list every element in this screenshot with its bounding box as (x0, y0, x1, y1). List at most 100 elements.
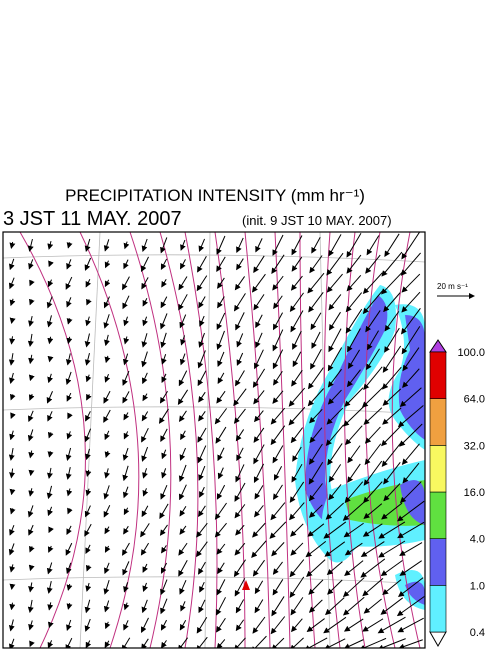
wind-arrow (104, 373, 111, 383)
colorbar-label: 64.0 (464, 394, 485, 406)
wind-arrow (254, 485, 264, 500)
wind-arrow (402, 462, 420, 484)
wind-arrow (290, 275, 303, 291)
wind-arrow (306, 559, 326, 578)
wind-arrow (141, 351, 148, 368)
wind-arrow (253, 444, 265, 465)
wind-arrow (9, 525, 15, 536)
wind-arrow (66, 336, 73, 345)
wind-arrow (363, 481, 383, 504)
wind-arrow (84, 523, 92, 537)
wind-arrow (308, 599, 323, 613)
wind-arrow (307, 523, 325, 537)
wind-arrow (381, 441, 403, 467)
wind-arrow (196, 275, 208, 292)
wind-arrow (381, 502, 403, 520)
wind-arrow (254, 349, 264, 370)
wind-arrow (308, 292, 324, 313)
wind-arrow (214, 522, 227, 538)
wind-arrow (343, 639, 364, 648)
wind-arrow (65, 447, 72, 461)
wind-arrow (141, 599, 148, 614)
wind-arrow (198, 505, 206, 518)
colorbar-segment (429, 585, 447, 633)
wind-arrow (269, 521, 287, 539)
wind-arrow (141, 411, 149, 422)
wind-arrow (364, 426, 381, 444)
wind-arrow (400, 252, 421, 276)
wind-arrow (217, 277, 225, 289)
wind-arrow (398, 639, 423, 648)
wind-arrow (27, 429, 34, 442)
wind-arrow (381, 424, 403, 447)
wind-arrow (216, 312, 226, 330)
wind-arrow (28, 564, 35, 572)
wind-arrow (272, 312, 284, 331)
wind-arrow (27, 505, 34, 518)
wind-arrow (122, 370, 130, 386)
colorbar-label: 1.0 (470, 580, 485, 592)
wind-arrow (179, 505, 187, 517)
wind-arrow (399, 542, 423, 556)
wind-arrow (235, 619, 245, 632)
wind-arrow (103, 600, 110, 613)
wind-arrow (255, 314, 263, 329)
wind-arrow (104, 260, 111, 269)
wind-arrow (344, 481, 364, 504)
wind-arrow (253, 410, 264, 423)
wind-arrow (179, 525, 187, 535)
wind-arrow (178, 410, 187, 423)
wind-arrow (365, 254, 381, 274)
wind-arrow (141, 238, 148, 252)
colorbar-segment (429, 491, 447, 539)
wind-arrow (159, 524, 168, 536)
wind-arrow (178, 276, 188, 291)
wind-arrow (402, 368, 420, 389)
wind-arrow (27, 238, 34, 252)
init-time: (init. 9 JST 10 MAY. 2007) (242, 213, 392, 228)
wind-arrow (272, 390, 284, 404)
wind-arrow (141, 333, 148, 348)
wind-arrow (236, 333, 244, 348)
wind-arrow (382, 366, 402, 390)
wind-arrow (401, 291, 421, 313)
wind-arrow (346, 274, 362, 292)
title: PRECIPITATION INTENSITY (mm hr⁻¹) (65, 186, 365, 205)
wind-arrow (178, 560, 188, 577)
wind-arrow (161, 545, 167, 554)
wind-arrow (84, 333, 91, 348)
wind-arrow (198, 465, 206, 481)
wind-arrow (216, 256, 226, 273)
wind-arrow (9, 488, 16, 496)
wind-arrow (323, 616, 347, 634)
wind-arrow (291, 369, 303, 387)
wind-arrow (160, 258, 168, 270)
colorbar: 0.4 1.0 4.0 16.0 32.0 64.0 100.0 (429, 339, 485, 648)
wind-arrow (47, 451, 54, 458)
wind-arrow (235, 524, 245, 536)
wind-arrow (270, 502, 286, 521)
wind-arrow (311, 331, 321, 349)
wind-arrow (270, 407, 286, 425)
wind-arrow (382, 388, 402, 406)
wind-arrow (28, 469, 35, 477)
wind-arrow (345, 425, 363, 446)
wind-arrow (28, 488, 35, 497)
wind-arrow (328, 484, 342, 501)
wind-arrow (217, 296, 225, 309)
wind-arrow (85, 469, 92, 477)
wind-arrow (27, 333, 34, 348)
wind-arrow (28, 374, 35, 382)
wind-arrow (29, 545, 35, 553)
wind-arrow (325, 502, 345, 520)
wind-arrow (345, 292, 363, 313)
contour (274, 232, 291, 648)
wind-arrow (272, 275, 284, 291)
wind-arrow (46, 296, 53, 309)
wind-arrow (141, 617, 149, 633)
wind-arrow (161, 373, 167, 384)
wind-arrow (216, 639, 226, 648)
wind-arrow (104, 621, 111, 630)
wind-arrow (65, 353, 72, 366)
wind-arrow (309, 409, 323, 424)
